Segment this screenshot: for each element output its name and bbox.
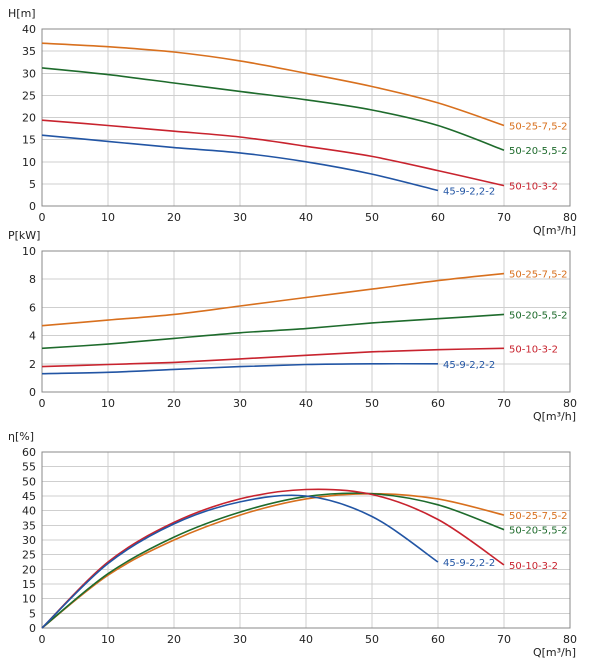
series-label: 50-10-3-2 xyxy=(509,561,558,572)
series-line xyxy=(41,42,505,127)
series-line xyxy=(41,362,439,375)
y-tick-label: 25 xyxy=(22,549,36,562)
x-tick-label: 40 xyxy=(299,397,313,410)
y-tick-label: 30 xyxy=(22,67,36,80)
series-label: 50-25-7,5-2 xyxy=(509,511,568,522)
plot-frame xyxy=(41,250,571,393)
y-tick-label: 35 xyxy=(22,519,36,532)
y-tick-label: 40 xyxy=(22,23,36,36)
y-axis-label: H[m] xyxy=(8,7,36,20)
series-line xyxy=(41,134,439,192)
x-tick-label: 80 xyxy=(563,633,577,646)
plot-frame xyxy=(41,451,571,629)
x-tick-label: 0 xyxy=(39,397,46,410)
x-tick-label: 70 xyxy=(497,211,511,224)
y-tick-label: 40 xyxy=(22,505,36,518)
series-label: 50-20-5,5-2 xyxy=(509,310,568,321)
y-axis-label: P[kW] xyxy=(8,229,40,242)
x-tick-label: 50 xyxy=(365,397,379,410)
series-label: 45-9-2,2-2 xyxy=(443,360,495,371)
y-tick-label: 60 xyxy=(22,446,36,459)
y-tick-label: 0 xyxy=(29,200,36,213)
y-tick-label: 10 xyxy=(22,245,36,258)
series-line xyxy=(41,347,505,368)
series-label: 50-10-3-2 xyxy=(509,182,558,193)
y-tick-label: 15 xyxy=(22,134,36,147)
x-tick-label: 60 xyxy=(431,633,445,646)
series-line xyxy=(41,488,505,629)
series-line xyxy=(41,272,505,327)
x-tick-label: 30 xyxy=(233,397,247,410)
x-tick-label: 40 xyxy=(299,633,313,646)
plot-frame xyxy=(41,28,571,207)
y-tick-label: 0 xyxy=(29,622,36,635)
y-tick-label: 20 xyxy=(22,563,36,576)
x-tick-label: 50 xyxy=(365,211,379,224)
x-tick-label: 70 xyxy=(497,633,511,646)
y-tick-label: 0 xyxy=(29,386,36,399)
series-label: 50-25-7,5-2 xyxy=(509,270,568,281)
y-tick-label: 10 xyxy=(22,593,36,606)
series-line xyxy=(41,119,505,187)
x-tick-label: 30 xyxy=(233,211,247,224)
x-tick-label: 0 xyxy=(39,633,46,646)
series-label: 50-20-5,5-2 xyxy=(509,146,568,157)
series-label: 45-9-2,2-2 xyxy=(443,187,495,198)
x-tick-label: 30 xyxy=(233,633,247,646)
series-label: 50-20-5,5-2 xyxy=(509,526,568,537)
x-axis-label: Q[m³/h] xyxy=(533,410,576,423)
x-tick-label: 10 xyxy=(101,211,115,224)
series-label: 45-9-2,2-2 xyxy=(443,558,495,569)
y-tick-label: 20 xyxy=(22,112,36,125)
y-tick-label: 10 xyxy=(22,156,36,169)
x-tick-label: 70 xyxy=(497,397,511,410)
x-tick-label: 60 xyxy=(431,397,445,410)
x-tick-label: 20 xyxy=(167,397,181,410)
series-label: 50-25-7,5-2 xyxy=(509,121,568,132)
y-tick-label: 6 xyxy=(29,301,36,314)
x-axis-label: Q[m³/h] xyxy=(533,224,576,237)
y-tick-label: 15 xyxy=(22,578,36,591)
x-tick-label: 80 xyxy=(563,211,577,224)
y-tick-label: 55 xyxy=(22,461,36,474)
y-tick-label: 25 xyxy=(22,89,36,102)
y-tick-label: 8 xyxy=(29,273,36,286)
series-line xyxy=(41,494,439,629)
x-tick-label: 10 xyxy=(101,397,115,410)
x-tick-label: 10 xyxy=(101,633,115,646)
x-tick-label: 80 xyxy=(563,397,577,410)
y-tick-label: 50 xyxy=(22,475,36,488)
y-tick-label: 30 xyxy=(22,534,36,547)
x-tick-label: 20 xyxy=(167,211,181,224)
y-tick-label: 2 xyxy=(29,358,36,371)
x-tick-label: 20 xyxy=(167,633,181,646)
x-tick-label: 50 xyxy=(365,633,379,646)
series-line xyxy=(41,492,505,629)
x-axis-label: Q[m³/h] xyxy=(533,646,576,659)
y-axis-label: η[%] xyxy=(8,430,34,443)
y-tick-label: 4 xyxy=(29,330,36,343)
y-tick-label: 5 xyxy=(29,178,36,191)
x-tick-label: 40 xyxy=(299,211,313,224)
y-tick-label: 35 xyxy=(22,45,36,58)
series-line xyxy=(41,67,505,151)
series-line xyxy=(41,492,505,629)
series-label: 50-10-3-2 xyxy=(509,344,558,355)
series-line xyxy=(41,313,505,350)
x-tick-label: 0 xyxy=(39,211,46,224)
x-tick-label: 60 xyxy=(431,211,445,224)
y-tick-label: 5 xyxy=(29,607,36,620)
y-tick-label: 45 xyxy=(22,490,36,503)
